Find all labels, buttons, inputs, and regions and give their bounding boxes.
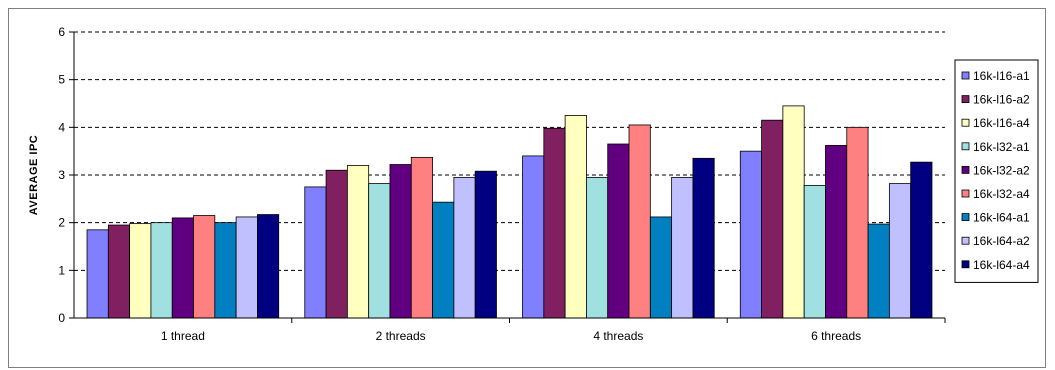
legend-swatch <box>961 189 970 198</box>
y-tick-label: 1 <box>58 263 65 277</box>
bar <box>129 223 152 319</box>
x-tick-label: 1 thread <box>161 329 205 343</box>
bar <box>671 176 694 319</box>
bar <box>304 186 327 319</box>
bar <box>325 169 348 319</box>
legend-swatch <box>961 71 970 80</box>
legend-swatch <box>961 118 970 127</box>
legend-label: 16k-l16-a1 <box>973 69 1030 83</box>
legend-swatch <box>961 260 970 269</box>
legend-label: 16k-l16-a4 <box>973 116 1030 130</box>
bar <box>235 216 258 319</box>
legend-swatch <box>961 236 970 245</box>
bar <box>453 176 476 319</box>
bar <box>410 156 433 319</box>
bar <box>803 185 826 319</box>
legend-swatch <box>961 95 970 103</box>
bar <box>607 143 630 319</box>
bar <box>564 115 587 319</box>
bar <box>825 145 848 319</box>
legend-label: 16k-l32-a4 <box>973 187 1030 201</box>
y-tick-label: 6 <box>58 25 65 39</box>
x-tick-label: 4 threads <box>593 329 643 343</box>
bar <box>171 217 194 319</box>
bar <box>628 124 651 319</box>
bar <box>193 215 216 319</box>
bar <box>867 223 890 319</box>
axes: 0 1 2 3 4 5 6 1 thread 2 threads 4 threads 6 threa… <box>58 25 946 343</box>
bar <box>389 164 412 319</box>
bar <box>846 126 869 319</box>
bar <box>432 201 455 319</box>
legend-swatch <box>961 165 970 174</box>
bar <box>586 176 609 319</box>
bar <box>543 127 566 319</box>
legend-label: 16k-l32-a1 <box>973 140 1030 154</box>
y-tick-label: 4 <box>58 120 65 134</box>
bar <box>107 224 131 319</box>
chart-frame <box>8 8 1046 368</box>
y-tick-label: 3 <box>58 168 65 182</box>
bar <box>150 222 173 319</box>
bar <box>474 170 497 319</box>
legend-label: 16k-l64-a1 <box>973 211 1030 225</box>
bar <box>761 119 784 319</box>
y-tick-label: 5 <box>58 73 65 87</box>
bar <box>739 150 762 319</box>
legend-swatch <box>961 142 970 151</box>
bar <box>368 183 391 319</box>
x-tick-label: 2 threads <box>376 329 426 343</box>
bar <box>888 183 912 319</box>
bar <box>257 214 280 319</box>
bar <box>86 229 109 319</box>
y-tick-label: 0 <box>58 311 65 325</box>
y-tick-label: 2 <box>58 216 65 230</box>
bar <box>692 157 715 319</box>
legend-label: 16k-l16-a2 <box>973 93 1030 107</box>
legend-label: 16k-l64-a4 <box>973 258 1030 272</box>
bar <box>214 222 237 319</box>
y-axis-label: AVERAGE IPC <box>28 135 40 215</box>
bar <box>522 155 545 319</box>
grid-lines <box>74 31 945 271</box>
x-tick-label: 6 threads <box>811 329 861 343</box>
legend-swatch <box>961 213 970 222</box>
bars-group <box>86 105 933 319</box>
legend-label: 16k-l64-a2 <box>973 234 1030 248</box>
bar <box>910 161 933 319</box>
bar <box>782 105 805 319</box>
legend: 16k-l16-a1 16k-l16-a2 16k-l16-a4 16k-l32-a1… <box>954 59 1039 283</box>
legend-label: 16k-l32-a2 <box>973 163 1030 177</box>
bar <box>346 165 370 319</box>
bar <box>649 216 673 319</box>
